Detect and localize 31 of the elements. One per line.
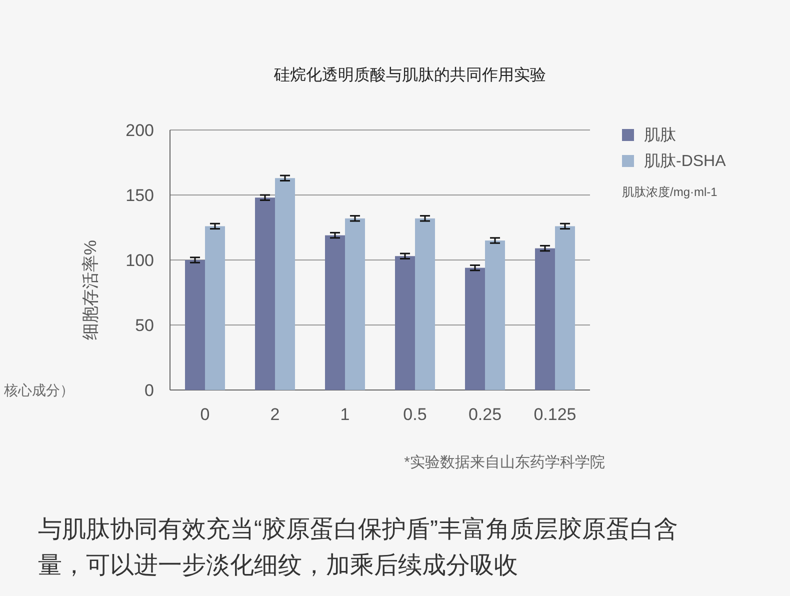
- y-tick-label: 200: [126, 121, 154, 140]
- x-tick-label: 0.25: [468, 405, 502, 424]
- text: 核心成分）: [3, 382, 74, 398]
- bar: [465, 268, 485, 390]
- bar: [395, 256, 415, 390]
- y-axis-title: 细胞存活率%: [81, 240, 100, 340]
- y-tick-label: 150: [126, 186, 154, 205]
- bar: [485, 240, 505, 390]
- x-axis-title: 肌肽浓度/mg·ml-1: [622, 185, 718, 199]
- text: 与肌肽协同有效充当“胶原蛋白保护盾”丰富角质层胶原蛋白含量，可以进一步淡化细纹，加乘后续成分吸收: [38, 516, 678, 579]
- bar: [325, 235, 345, 390]
- y-tick-label: 100: [126, 251, 154, 270]
- bar: [205, 226, 225, 390]
- bar: [275, 178, 295, 390]
- legend-label: 肌肽-DSHA: [644, 153, 726, 170]
- text: *实验数据来自山东药学科学院: [404, 454, 605, 471]
- bar: [555, 226, 575, 390]
- bar: [255, 198, 275, 390]
- y-tick-label: 50: [135, 316, 154, 335]
- x-tick-label: 0.125: [534, 405, 576, 424]
- x-tick-label: 0: [200, 405, 210, 424]
- bar: [185, 260, 205, 390]
- bar: [345, 218, 365, 390]
- y-tick-label: 0: [144, 381, 154, 400]
- bar: [535, 248, 555, 390]
- x-tick-label: 1: [340, 405, 350, 424]
- x-tick-label: 2: [270, 405, 280, 424]
- bar: [415, 218, 435, 390]
- legend-label: 肌肽: [644, 127, 676, 144]
- x-tick-label: 0.5: [403, 405, 427, 424]
- chart-title: 硅烷化透明质酸与肌肽的共同作用实验: [273, 66, 546, 84]
